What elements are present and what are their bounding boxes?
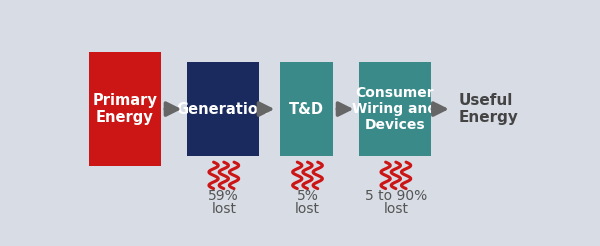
FancyBboxPatch shape: [280, 62, 333, 156]
Text: Generation: Generation: [176, 102, 269, 117]
Text: lost: lost: [295, 202, 320, 216]
Text: lost: lost: [211, 202, 236, 216]
Text: 5 to 90%: 5 to 90%: [365, 189, 427, 203]
FancyBboxPatch shape: [187, 62, 259, 156]
Text: lost: lost: [383, 202, 409, 216]
Text: T&D: T&D: [289, 102, 324, 117]
Text: Primary
Energy: Primary Energy: [92, 93, 157, 125]
FancyBboxPatch shape: [89, 52, 161, 166]
Text: 5%: 5%: [296, 189, 319, 203]
Text: 59%: 59%: [208, 189, 239, 203]
Text: Useful
Energy: Useful Energy: [458, 93, 518, 125]
Text: Consumer
Wiring and
Devices: Consumer Wiring and Devices: [352, 86, 437, 132]
FancyBboxPatch shape: [359, 62, 431, 156]
